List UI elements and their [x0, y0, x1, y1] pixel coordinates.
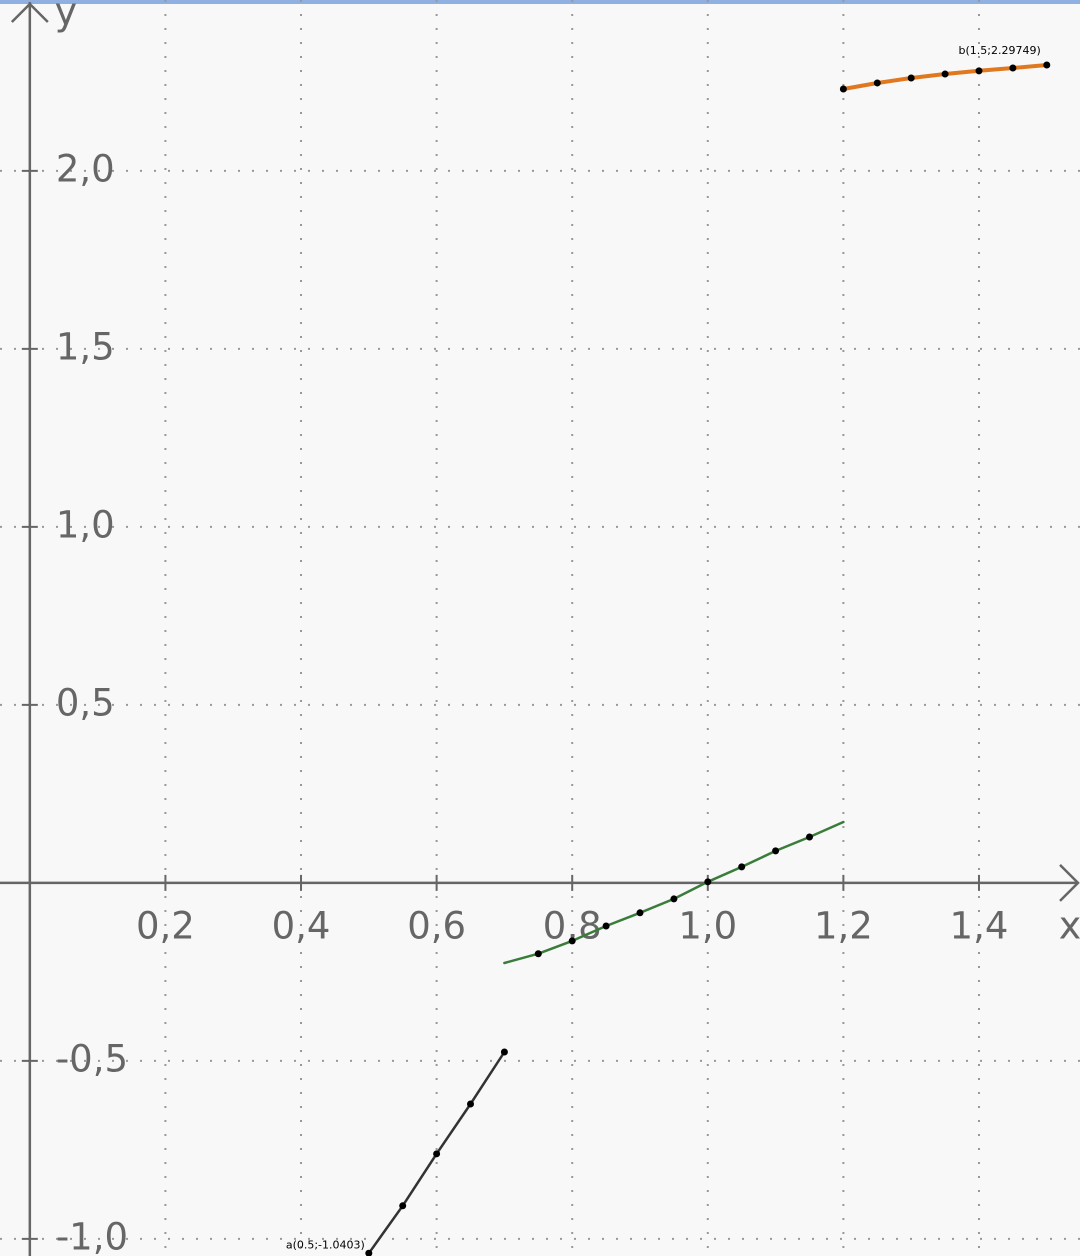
point: [670, 895, 678, 903]
y-tick-label: -0,5: [56, 1037, 128, 1080]
y-axis-label: y: [55, 0, 78, 34]
point: [772, 847, 780, 855]
y-tick-label: 0,5: [56, 681, 115, 724]
y-tick-label: -1,0: [56, 1215, 128, 1256]
point: [805, 833, 813, 841]
point: [568, 937, 576, 945]
y-axis-arrow: [10, 2, 49, 23]
point: [467, 1100, 475, 1108]
x-tick-label: 1,2: [814, 904, 873, 947]
point: [534, 950, 542, 958]
x-axis-arrow: [1059, 864, 1080, 902]
point: [365, 1249, 373, 1256]
x-tick-label: 1,4: [950, 904, 1009, 947]
point-label: a(0.5;-1.0403): [286, 1238, 365, 1251]
point: [636, 909, 644, 917]
point: [602, 922, 610, 930]
x-axis-label: x: [1059, 903, 1080, 947]
point: [433, 1150, 441, 1158]
point: [873, 79, 881, 87]
y-tick-label: 2,0: [56, 147, 115, 190]
point: [738, 863, 746, 871]
x-tick-label: 0,2: [136, 904, 195, 947]
top-bar: [0, 0, 1080, 4]
point-label: b(1.5;2.29749): [959, 44, 1041, 57]
y-tick-label: 1,0: [56, 503, 115, 546]
x-tick-label: 0,6: [407, 904, 466, 947]
y-tick-label: 1,5: [56, 325, 115, 368]
point: [941, 70, 949, 78]
point: [907, 74, 915, 82]
x-tick-label: 1,0: [678, 904, 737, 947]
plot: a(0.5;-1.0403) b(1.5;2.29749): [286, 44, 1051, 1256]
point: [975, 67, 983, 75]
point: [704, 878, 712, 886]
point: [839, 85, 847, 93]
point: [1009, 64, 1017, 72]
point: [399, 1202, 407, 1210]
point: [1043, 61, 1051, 69]
point: [500, 1048, 508, 1056]
x-tick-label: 0,4: [272, 904, 331, 947]
